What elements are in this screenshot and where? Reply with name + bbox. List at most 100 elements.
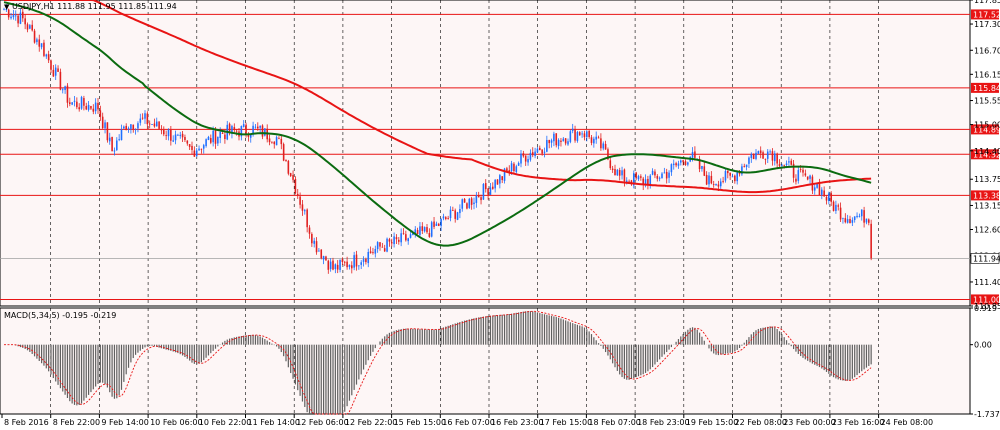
candle-body [633,173,635,186]
candle-body [576,132,579,141]
candle-body [374,248,377,254]
candle-body [99,110,102,117]
candle-body [734,175,736,182]
x-tick-label: 12 Feb 22:00 [345,418,397,427]
candle-body [548,139,550,144]
candle-body [155,121,158,127]
candle-body [520,153,522,164]
candle-body [788,161,790,163]
candle-body [5,9,8,10]
candle-body [184,137,186,141]
candle-body [456,212,459,220]
candle-body [137,123,139,129]
candle-body [719,181,722,187]
candle-body [353,255,355,268]
candle-body [409,234,412,238]
candle-body [642,178,644,185]
candle-body [741,166,743,175]
candle-body [151,124,153,126]
candle-body [623,169,626,182]
candle-body [663,172,666,174]
candle-body [76,101,78,108]
candle-body [473,202,475,205]
x-tick-label: 18 Feb 23:00 [637,418,689,427]
candle-body [858,215,861,217]
level-tag-label: 113.38 [973,191,1000,200]
candle-body [292,175,294,180]
y-tick-label: 113.15 [974,201,1000,210]
candle-body [513,163,515,172]
candle-body [489,187,492,195]
candle-body [759,150,762,154]
candle-body [113,150,116,152]
candle-body [590,137,593,143]
candle-body [212,130,214,143]
candle-body [134,129,137,131]
candle-body [597,137,600,139]
candle-body [510,163,513,172]
candle-body [402,233,405,235]
candle-body [560,140,562,142]
candle-body [381,246,384,248]
candle-body [586,131,588,138]
candle-body [195,150,198,157]
candle-body [54,67,57,76]
candle-body [141,117,144,119]
candle-body [144,113,146,119]
level-tag [971,124,999,135]
candle-body [553,133,555,142]
candle-body [172,140,174,142]
candle-body [435,223,438,226]
y-tick-label: 110.85 [974,302,1000,311]
candle-body [139,118,142,123]
candle-body [61,89,64,91]
candle-body [755,152,757,159]
candle-body [750,154,753,159]
candle-body [677,163,680,166]
candle-body [499,175,501,184]
macd-histogram [4,310,872,415]
candle-body [776,153,778,164]
candle-body [207,136,210,141]
y-tick-label: 114.40 [974,147,1000,156]
dropdown-arrow-icon[interactable]: ▼ [4,3,10,11]
x-tick-label: 17 Feb 15:00 [540,418,592,427]
candle-body [416,230,419,235]
candle-body [774,153,776,162]
candle-body [694,151,696,158]
candle-body [454,210,456,219]
candle-body [320,249,323,259]
candle-body [550,140,553,143]
candle-body [835,204,837,211]
candle-body [445,217,447,219]
candle-body [3,8,5,10]
candle-body [492,186,494,189]
x-tick-label: 19 Feb 15:00 [686,418,738,427]
candle-body [59,71,62,90]
level-tag [971,9,999,20]
candle-body [360,262,362,265]
candle-body [146,113,149,125]
candle-body [12,15,15,18]
candle-body [607,149,609,160]
candle-body [564,138,567,144]
candle-body [36,39,38,43]
candle-body [280,138,283,145]
candle-body [637,176,640,180]
ma-fast-line [3,1,872,247]
candle-body [130,124,132,129]
candle-body [480,197,482,201]
candle-body [315,241,318,253]
candle-body [430,222,433,237]
candle-body [680,160,682,163]
candle-body [703,166,706,176]
candle-body [214,129,217,144]
candle-body [578,132,581,136]
level-tag-label: 117.52 [973,10,1000,19]
candle-body [708,175,710,185]
candle-body [621,170,623,176]
candle-body [219,132,221,139]
macd-values: -0.195 -0.219 [62,311,117,320]
y-tick-label: 117.85 [974,0,1000,5]
